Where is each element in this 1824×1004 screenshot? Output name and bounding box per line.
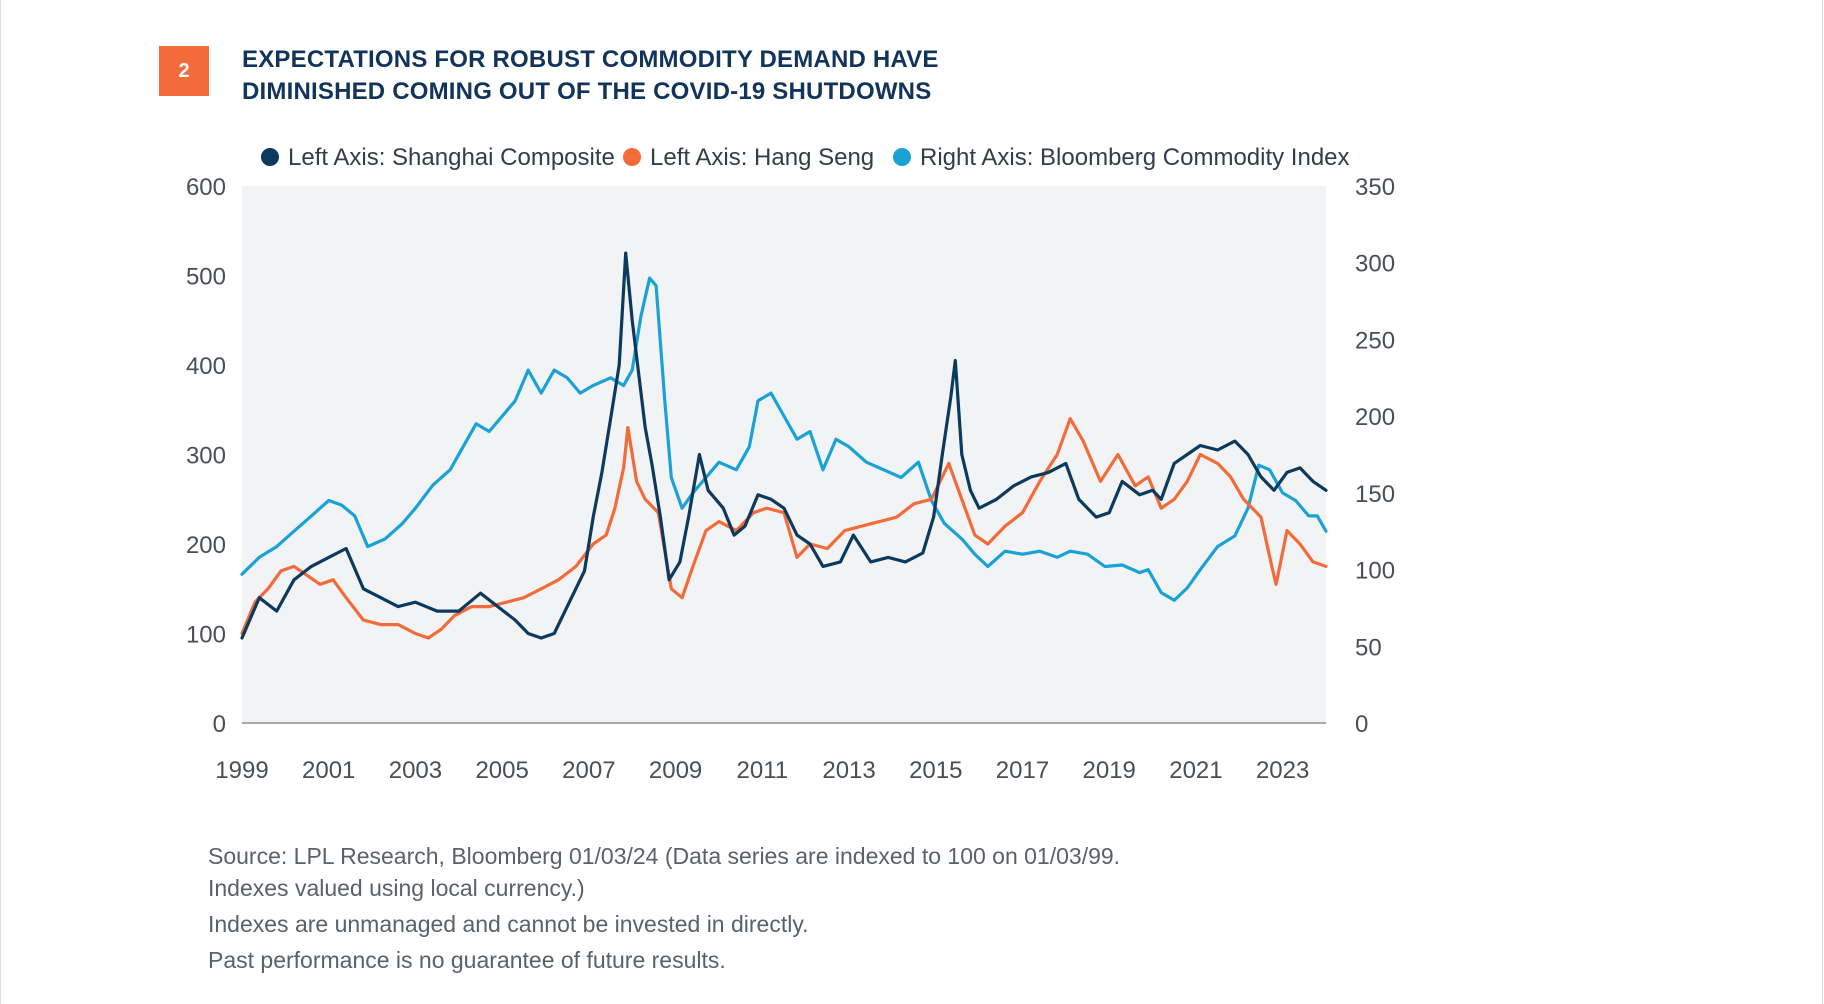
x-tick-label-2007: 2007 [562, 757, 615, 784]
x-tick-label-2005: 2005 [475, 757, 528, 784]
x-tick-label-2009: 2009 [649, 757, 702, 784]
x-tick-label-2021: 2021 [1169, 757, 1222, 784]
chart-title-line-2: Diminished Coming Out of the COVID-19 Sh… [242, 78, 932, 105]
series-layer [240, 251, 1328, 640]
y-right-tick-label-50: 50 [1355, 634, 1382, 661]
source-note-line-1: Source: LPL Research, Bloomberg 01/03/24… [208, 843, 1121, 869]
page-left-border [0, 0, 1, 1004]
x-tick-label-2013: 2013 [822, 757, 875, 784]
y-left-tick-label-600: 600 [186, 174, 226, 201]
disclaimer-unmanaged: Indexes are unmanaged and cannot be inve… [208, 911, 809, 937]
page-right-border [1822, 0, 1823, 1004]
x-tick-label-1999: 1999 [215, 757, 268, 784]
y-right-tick-label-150: 150 [1355, 481, 1395, 508]
y-left-tick-label-300: 300 [186, 443, 226, 470]
figure-number-badge: 2 [159, 46, 209, 96]
legend-label-left-axis-hang-seng: Left Axis: Hang Seng [650, 144, 874, 171]
line-chart: Left Axis: Shanghai Composite Left Axis: … [186, 144, 1395, 784]
y-right-tick-label-0: 0 [1355, 711, 1368, 738]
y-right-tick-label-250: 250 [1355, 327, 1395, 354]
left-y-axis: 0 100 200 300 400 500 600 [186, 174, 226, 738]
x-tick-label-2001: 2001 [302, 757, 355, 784]
disclaimer-past-performance: Past performance is no guarantee of futu… [208, 947, 726, 973]
chart-title: Expectations for Robust Commodity Demand… [242, 44, 1002, 108]
y-right-tick-label-350: 350 [1355, 174, 1395, 201]
legend-marker-left-axis-shanghai-composite [261, 148, 279, 166]
x-tick-label-2015: 2015 [909, 757, 962, 784]
series-line-right-axis-bloomberg-commodity-index [240, 276, 1328, 602]
series-line-left-axis-shanghai-composite [240, 251, 1328, 640]
chart-title-line-1: Expectations for Robust Commodity Demand… [242, 46, 939, 73]
series-line-left-axis-hang-seng [240, 417, 1328, 640]
y-right-tick-label-200: 200 [1355, 404, 1395, 431]
legend-marker-right-axis-bloomberg-commodity-index [893, 148, 911, 166]
chart-legend: Left Axis: Shanghai Composite Left Axis: … [261, 144, 1350, 171]
x-tick-label-2023: 2023 [1256, 757, 1309, 784]
source-note-line-2: Indexes valued using local currency.) [208, 875, 585, 901]
y-left-tick-label-0: 0 [213, 711, 226, 738]
y-left-tick-label-100: 100 [186, 622, 226, 649]
y-left-tick-label-200: 200 [186, 532, 226, 559]
right-y-axis: 0 50 100 150 200 250 300 350 [1355, 174, 1395, 738]
legend-label-left-axis-shanghai-composite: Left Axis: Shanghai Composite [288, 144, 615, 171]
y-left-tick-label-500: 500 [186, 264, 226, 291]
y-right-tick-label-100: 100 [1355, 558, 1395, 585]
y-left-tick-label-400: 400 [186, 353, 226, 380]
y-right-tick-label-300: 300 [1355, 251, 1395, 278]
legend-marker-left-axis-hang-seng [623, 148, 641, 166]
x-axis: 1999 2001 2003 2005 2007 2009 2011 2013 2015 2017… [215, 722, 1326, 784]
plot-area [242, 186, 1326, 723]
x-tick-label-2011: 2011 [737, 757, 789, 784]
x-tick-label-2019: 2019 [1083, 757, 1136, 784]
legend-label-right-axis-bloomberg-commodity-index: Right Axis: Bloomberg Commodity Index [920, 144, 1350, 171]
x-tick-label-2003: 2003 [389, 757, 442, 784]
x-tick-label-2017: 2017 [996, 757, 1049, 784]
chart-notes: Source: LPL Research, Bloomberg 01/03/24… [208, 840, 1408, 976]
